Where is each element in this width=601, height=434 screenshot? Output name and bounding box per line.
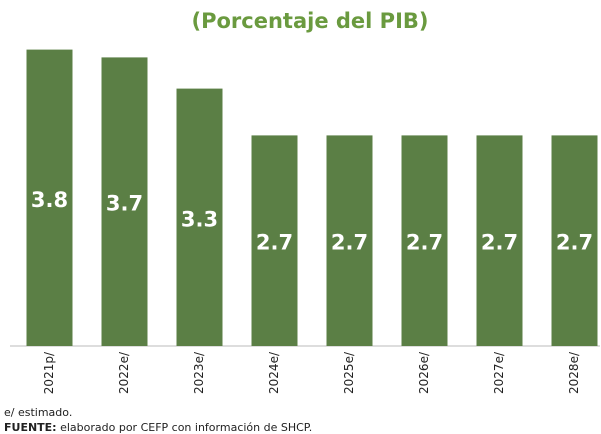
bar xyxy=(401,135,448,346)
note: e/ estimado. xyxy=(4,406,72,419)
source: FUENTE: elaborado por CEFP con informaci… xyxy=(4,421,312,434)
bar xyxy=(176,88,223,346)
x-tick-label: 2026e/ xyxy=(417,351,431,394)
x-tick-label: 2024e/ xyxy=(267,351,281,394)
data-label: 2.7 xyxy=(256,231,293,255)
source-text: elaborado por CEFP con información de SH… xyxy=(57,421,313,434)
bar xyxy=(551,135,598,346)
bar xyxy=(476,135,523,346)
data-label: 2.7 xyxy=(406,231,443,255)
bar xyxy=(26,49,73,346)
x-tick-label: 2023e/ xyxy=(192,351,206,394)
data-label: 3.7 xyxy=(106,192,143,216)
bar xyxy=(101,57,148,347)
data-label: 2.7 xyxy=(481,231,518,255)
x-tick-label: 2022e/ xyxy=(117,351,131,394)
x-tick-label: 2021p/ xyxy=(42,351,56,394)
bar xyxy=(251,135,298,346)
x-tick-label: 2028e/ xyxy=(567,351,581,394)
x-tick-label: 2025e/ xyxy=(342,351,356,394)
bar xyxy=(326,135,373,346)
x-tick-label: 2027e/ xyxy=(492,351,506,394)
data-label: 3.8 xyxy=(31,188,68,212)
data-label: 3.3 xyxy=(181,207,218,231)
source-label: FUENTE: xyxy=(4,421,57,434)
data-label: 2.7 xyxy=(556,231,593,255)
chart-title: (Porcentaje del PIB) xyxy=(192,9,429,33)
data-label: 2.7 xyxy=(331,231,368,255)
